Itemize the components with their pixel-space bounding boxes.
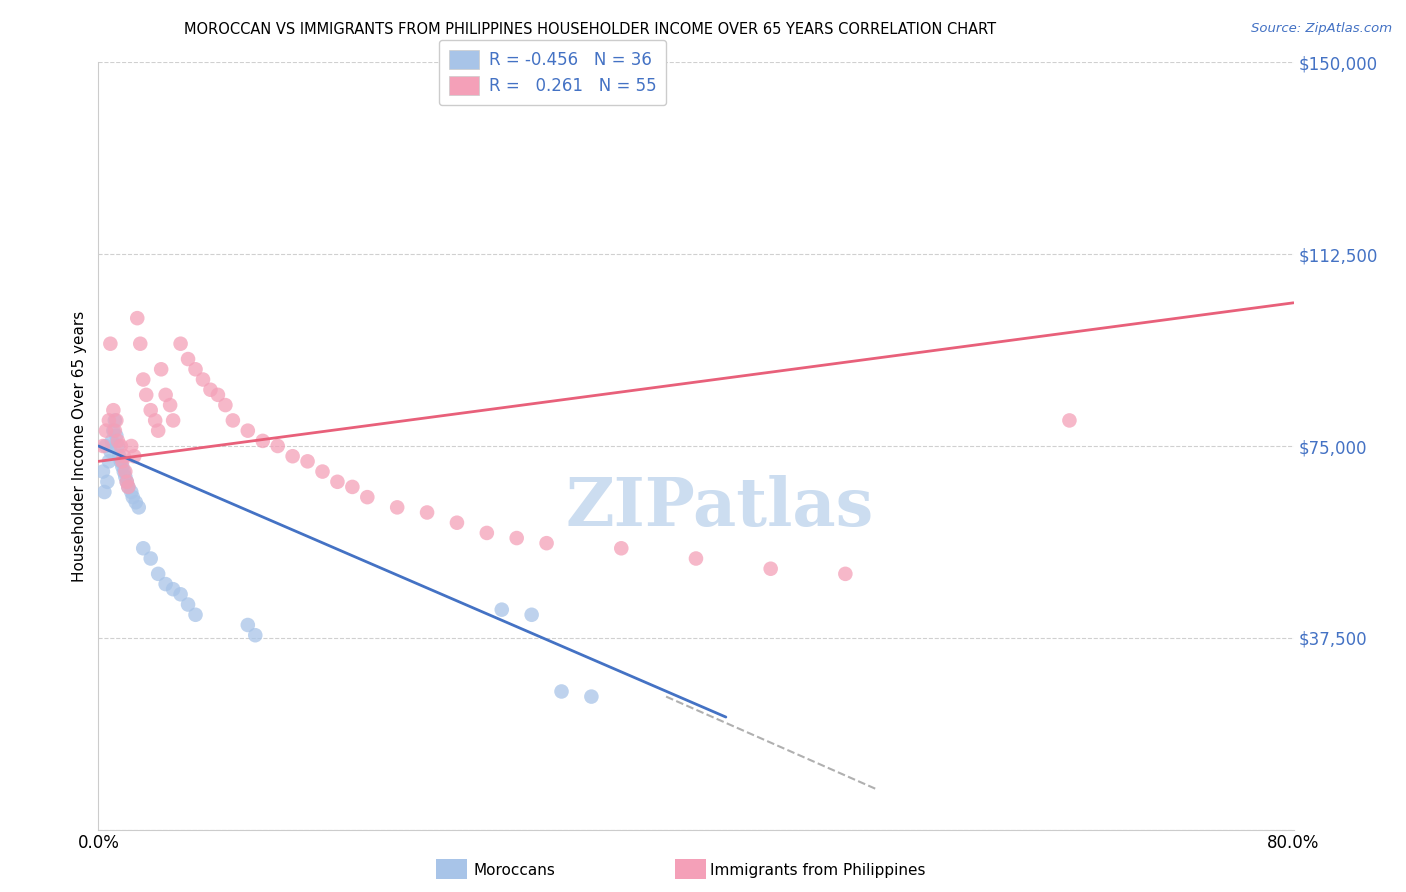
Text: Immigrants from Philippines: Immigrants from Philippines bbox=[710, 863, 925, 878]
Point bbox=[127, 311, 149, 326]
Point bbox=[103, 424, 125, 438]
Point bbox=[120, 485, 142, 500]
Point bbox=[97, 454, 120, 468]
Point bbox=[139, 551, 162, 566]
Text: Source: ZipAtlas.com: Source: ZipAtlas.com bbox=[1251, 22, 1392, 36]
Point bbox=[222, 413, 245, 427]
Point bbox=[91, 439, 114, 453]
Point bbox=[536, 536, 558, 550]
Point bbox=[110, 439, 132, 453]
Point bbox=[105, 413, 128, 427]
Point bbox=[169, 336, 191, 351]
Point bbox=[139, 403, 162, 417]
Point bbox=[148, 424, 170, 438]
Point bbox=[162, 582, 184, 597]
Point bbox=[110, 454, 132, 468]
Point bbox=[98, 336, 122, 351]
Point bbox=[169, 587, 191, 601]
Point bbox=[236, 618, 259, 632]
Point bbox=[115, 475, 138, 489]
Point bbox=[111, 459, 134, 474]
Point bbox=[114, 469, 136, 483]
Point bbox=[103, 403, 125, 417]
Point bbox=[96, 475, 118, 489]
Point bbox=[128, 500, 150, 515]
Text: MOROCCAN VS IMMIGRANTS FROM PHILIPPINES HOUSEHOLDER INCOME OVER 65 YEARS CORRELA: MOROCCAN VS IMMIGRANTS FROM PHILIPPINES … bbox=[184, 22, 997, 37]
Point bbox=[132, 372, 155, 386]
Point bbox=[1059, 413, 1081, 427]
Point bbox=[177, 598, 200, 612]
Point bbox=[129, 336, 152, 351]
Point bbox=[117, 480, 139, 494]
Point bbox=[107, 434, 129, 448]
Point bbox=[759, 562, 782, 576]
Point bbox=[104, 413, 127, 427]
Point bbox=[184, 362, 207, 376]
Point bbox=[356, 490, 378, 504]
Point bbox=[148, 566, 170, 581]
Point bbox=[115, 475, 138, 489]
Point bbox=[326, 475, 349, 489]
Point bbox=[342, 480, 364, 494]
Point bbox=[101, 434, 124, 448]
Point bbox=[177, 352, 200, 367]
Point bbox=[520, 607, 543, 622]
Point bbox=[610, 541, 633, 556]
Point bbox=[475, 525, 498, 540]
Point bbox=[143, 413, 166, 427]
Point bbox=[117, 480, 139, 494]
Point bbox=[200, 383, 222, 397]
Point bbox=[94, 424, 117, 438]
Point bbox=[93, 485, 115, 500]
Y-axis label: Householder Income Over 65 years: Householder Income Over 65 years bbox=[72, 310, 87, 582]
Point bbox=[252, 434, 274, 448]
Point bbox=[281, 449, 304, 463]
Text: ZIPatlas: ZIPatlas bbox=[565, 475, 875, 540]
Point bbox=[207, 388, 229, 402]
Point bbox=[245, 628, 267, 642]
Point bbox=[108, 449, 131, 463]
Point bbox=[98, 444, 122, 458]
Point bbox=[150, 362, 173, 376]
Point bbox=[416, 506, 439, 520]
Point bbox=[191, 372, 214, 386]
Point bbox=[446, 516, 468, 530]
Point bbox=[685, 551, 707, 566]
Point bbox=[214, 398, 236, 412]
Point bbox=[311, 465, 333, 479]
Point bbox=[104, 424, 127, 438]
Point bbox=[135, 388, 157, 402]
Point bbox=[267, 439, 290, 453]
Point bbox=[184, 607, 207, 622]
Point bbox=[155, 577, 177, 591]
Point bbox=[121, 490, 143, 504]
Legend: R = -0.456   N = 36, R =   0.261   N = 55: R = -0.456 N = 36, R = 0.261 N = 55 bbox=[439, 40, 666, 105]
Point bbox=[111, 454, 134, 468]
Point bbox=[550, 684, 572, 698]
Point bbox=[297, 454, 319, 468]
Point bbox=[236, 424, 259, 438]
Point bbox=[105, 429, 128, 443]
Point bbox=[125, 495, 148, 509]
Point bbox=[155, 388, 177, 402]
Point bbox=[581, 690, 603, 704]
Point bbox=[112, 449, 135, 463]
Point bbox=[124, 449, 146, 463]
Point bbox=[491, 602, 513, 616]
Point bbox=[120, 439, 142, 453]
Point bbox=[91, 465, 114, 479]
Point bbox=[107, 439, 129, 453]
Point bbox=[112, 465, 135, 479]
Point bbox=[97, 413, 120, 427]
Point bbox=[385, 500, 409, 515]
Point bbox=[159, 398, 181, 412]
Point bbox=[506, 531, 529, 545]
Point bbox=[114, 465, 136, 479]
Point bbox=[132, 541, 155, 556]
Point bbox=[162, 413, 184, 427]
Point bbox=[834, 566, 856, 581]
Text: Moroccans: Moroccans bbox=[474, 863, 555, 878]
Point bbox=[94, 439, 117, 453]
